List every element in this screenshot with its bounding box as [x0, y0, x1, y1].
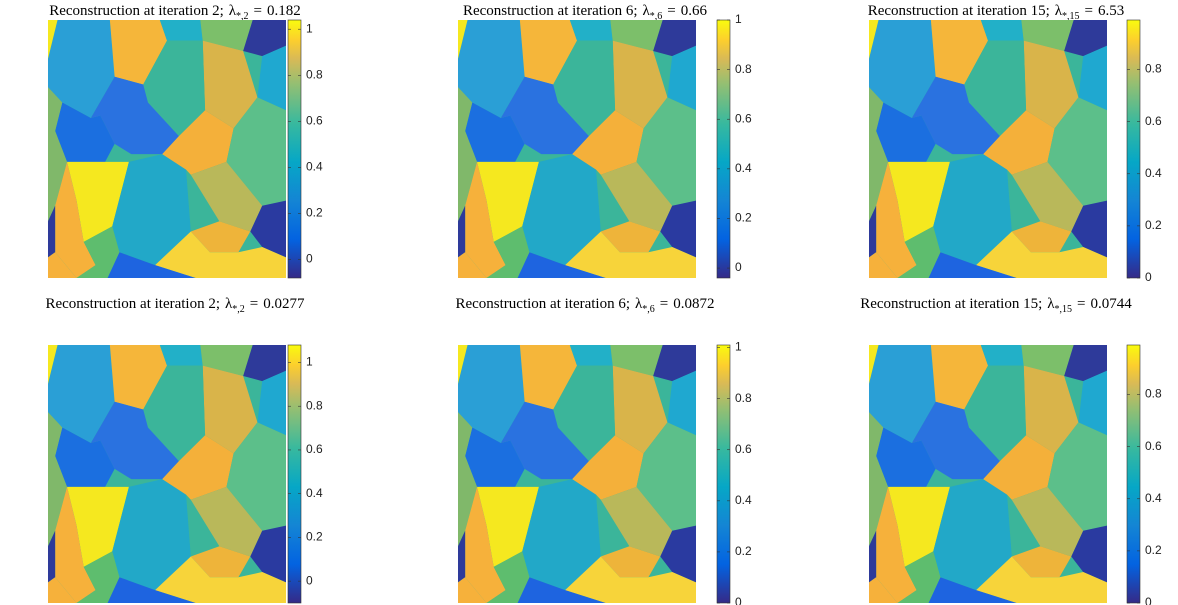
colorbar-tick-label: 0.8	[735, 391, 752, 405]
reconstruction-image	[48, 20, 286, 278]
title-text: Reconstruction at iteration 15;	[860, 296, 1042, 312]
colorbar-tick-label: 1	[306, 21, 313, 35]
lambda-subscript: *,15	[1062, 11, 1080, 22]
colorbar	[287, 344, 302, 604]
colorbar-tick-label: 0.8	[735, 62, 752, 76]
lambda-symbol: λ	[229, 3, 237, 19]
title-text: Reconstruction at iteration 2;	[49, 3, 224, 19]
lambda-value: 0.182	[267, 3, 301, 19]
colorbar-tick-label: 0.2	[306, 530, 323, 544]
colorbar	[1126, 344, 1141, 604]
reconstruction-image	[48, 345, 286, 603]
colorbar-tick-label: 0.6	[306, 114, 323, 128]
colorbar	[716, 19, 731, 279]
title-text: Reconstruction at iteration 6;	[455, 296, 630, 312]
colorbar-tick-label: 0.6	[306, 442, 323, 456]
colorbar-tick-label: 0	[306, 252, 313, 266]
reconstruction-image	[869, 345, 1107, 603]
colorbar-tick-label: 1	[735, 12, 742, 26]
colorbar-tick-label: 0.2	[306, 206, 323, 220]
lambda-value: 0.66	[681, 3, 708, 19]
colorbar-tick-label: 0.4	[735, 493, 752, 507]
lambda-subscript: *,2	[236, 11, 249, 22]
lambda-relation: =	[254, 3, 262, 19]
panel-title: Reconstruction at iteration 6; λ*,6 = 0.66	[463, 3, 708, 22]
lambda-subscript: *,6	[650, 11, 663, 22]
colorbar-tick-label: 0	[735, 595, 742, 605]
lambda-value: 0.0744	[1091, 296, 1133, 312]
colorbar-tick-label: 0.4	[735, 161, 752, 175]
lambda-symbol: λ	[1047, 296, 1055, 312]
colorbar-tick-label: 0.6	[1145, 439, 1162, 453]
colorbar-tick-label: 0.2	[735, 211, 752, 225]
colorbar-tick-label: 1	[735, 340, 742, 354]
lambda-symbol: λ	[1055, 3, 1063, 19]
title-text: Reconstruction at iteration 6;	[463, 3, 638, 19]
panel-title: Reconstruction at iteration 15; λ*,15 = 6.5…	[868, 3, 1125, 22]
lambda-value: 0.0277	[263, 296, 305, 312]
panel-title: Reconstruction at iteration 2; λ*,2 = 0.182	[49, 3, 301, 22]
colorbar-tick-label: 0.4	[1145, 166, 1162, 180]
colorbar	[716, 344, 731, 604]
colorbar-tick-label: 0.2	[735, 544, 752, 558]
panel-title: Reconstruction at iteration 6; λ*,6 = 0.087…	[455, 296, 714, 315]
colorbar	[287, 19, 302, 279]
lambda-subscript: *,15	[1055, 304, 1073, 315]
colorbar-tick-label: 0	[1145, 270, 1152, 284]
colorbar-tick-label: 0.6	[1145, 114, 1162, 128]
title-text: Reconstruction at iteration 2;	[45, 296, 220, 312]
colorbar-tick-label: 0.2	[1145, 543, 1162, 557]
panel-title: Reconstruction at iteration 2; λ*,2 = 0.027…	[45, 296, 305, 315]
colorbar-tick-label: 0.4	[1145, 491, 1162, 505]
panel-title: Reconstruction at iteration 15; λ*,15 = 0.0…	[860, 296, 1132, 315]
colorbar-tick-label: 0.4	[306, 486, 323, 500]
colorbar-tick-label: 0.6	[735, 111, 752, 125]
colorbar-tick-label: 0.8	[1145, 387, 1162, 401]
reconstruction-image	[458, 20, 696, 278]
reconstruction-image	[458, 345, 696, 603]
reconstruction-image	[869, 20, 1107, 278]
lambda-relation: =	[667, 3, 675, 19]
lambda-relation: =	[1085, 3, 1093, 19]
lambda-relation: =	[250, 296, 258, 312]
colorbar-tick-label: 0.2	[1145, 218, 1162, 232]
lambda-relation: =	[1077, 296, 1085, 312]
colorbar-tick-label: 0	[306, 573, 313, 587]
colorbar-tick-label: 0	[1145, 595, 1152, 605]
colorbar-tick-label: 0.8	[306, 67, 323, 81]
lambda-symbol: λ	[635, 296, 643, 312]
lambda-subscript: *,6	[642, 304, 655, 315]
lambda-value: 6.53	[1098, 3, 1124, 19]
title-text: Reconstruction at iteration 15;	[868, 3, 1050, 19]
colorbar	[1126, 19, 1141, 279]
colorbar-tick-label: 0.4	[306, 160, 323, 174]
lambda-symbol: λ	[225, 296, 233, 312]
lambda-relation: =	[660, 296, 668, 312]
colorbar-tick-label: 0	[735, 260, 742, 274]
lambda-symbol: λ	[643, 3, 651, 19]
lambda-subscript: *,2	[232, 304, 245, 315]
colorbar-tick-label: 0.6	[735, 442, 752, 456]
lambda-value: 0.0872	[673, 296, 714, 312]
colorbar-tick-label: 1	[306, 355, 313, 369]
colorbar-tick-label: 0.8	[306, 398, 323, 412]
colorbar-tick-label: 0.8	[1145, 62, 1162, 76]
